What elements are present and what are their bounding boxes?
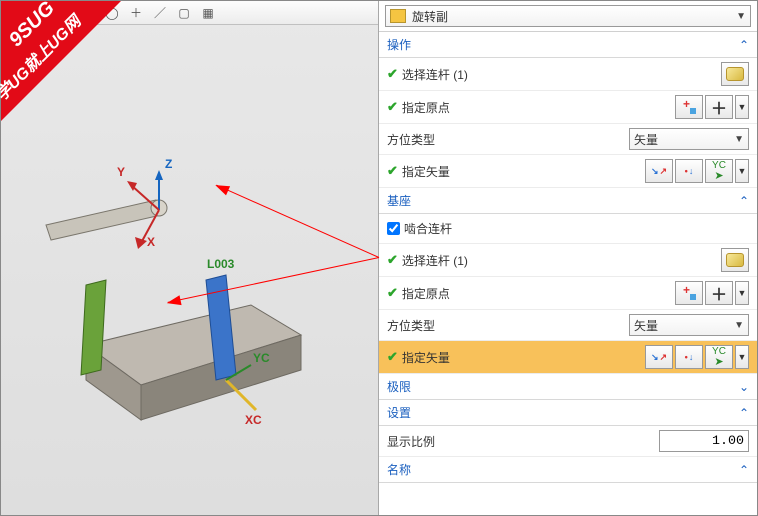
row-orient-type-op: 方位类型 矢量 ▼: [379, 124, 757, 155]
reverse-icon: •↓: [685, 352, 694, 362]
snap-link-label: 啮合连杆: [404, 220, 452, 237]
section-base-title: 基座: [387, 192, 411, 209]
row-display-scale: 显示比例: [379, 426, 757, 457]
expand-icon: ⌄: [739, 380, 749, 394]
chevron-down-icon: ▼: [736, 11, 746, 22]
watermark-banner: [1, 1, 121, 121]
check-ok-icon: ✔: [387, 99, 398, 115]
specify-origin-label: 指定原点: [402, 285, 450, 302]
link-label-l003: L003: [207, 257, 234, 271]
axis-label-z: Z: [165, 157, 172, 171]
check-ok-icon: ✔: [387, 285, 398, 301]
row-specify-vector-base[interactable]: ✔指定矢量 ↘↗ •↓ YC➤ ▼: [379, 341, 757, 374]
chevron-down-icon: ▼: [734, 134, 744, 145]
axis-label-y: Y: [117, 165, 125, 179]
plus-icon: ＋: [711, 281, 727, 305]
check-ok-icon: ✔: [387, 163, 398, 179]
display-scale-input[interactable]: [659, 430, 749, 452]
orient-type-select[interactable]: 矢量 ▼: [629, 128, 749, 150]
collapse-icon: ⌃: [739, 406, 749, 420]
reverse-icon: •↓: [685, 166, 694, 176]
point-picker-button[interactable]: [675, 281, 703, 305]
joint-type-value: 旋转副: [412, 8, 448, 25]
section-name-title: 名称: [387, 461, 411, 478]
reverse-vector-button[interactable]: •↓: [675, 159, 703, 183]
joint-type-select[interactable]: 旋转副 ▼: [385, 5, 751, 27]
joint-type-row: 旋转副 ▼: [379, 1, 757, 32]
display-scale-label: 显示比例: [387, 433, 435, 450]
link-picker-button[interactable]: [721, 62, 749, 86]
check-ok-icon: ✔: [387, 349, 398, 365]
yc-axis-icon: YC➤: [712, 347, 726, 368]
collapse-icon: ⌃: [739, 38, 749, 52]
link-icon: [726, 253, 744, 267]
axis-label-yc: YC: [253, 351, 270, 365]
point-mode-dropdown[interactable]: ▼: [735, 95, 749, 119]
check-ok-icon: ✔: [387, 66, 398, 82]
section-operation-title: 操作: [387, 36, 411, 53]
snap-link-checkbox[interactable]: [387, 222, 400, 235]
point-icon: [681, 99, 697, 115]
axis-label-xc: XC: [245, 413, 262, 427]
section-settings-title: 设置: [387, 404, 411, 421]
tool-plus-icon[interactable]: ＋: [127, 4, 145, 22]
section-limits-title: 极限: [387, 378, 411, 395]
vector-xyz-icon: ↘↗: [651, 166, 667, 177]
row-select-link-op[interactable]: ✔选择连杆 (1): [379, 58, 757, 91]
inferred-point-button[interactable]: ＋: [705, 281, 733, 305]
link-picker-button[interactable]: [721, 248, 749, 272]
inferred-point-button[interactable]: ＋: [705, 95, 733, 119]
row-specify-origin-op[interactable]: ✔指定原点 ＋ ▼: [379, 91, 757, 124]
tool-grid-icon[interactable]: ▦: [199, 4, 217, 22]
specify-vector-label: 指定矢量: [402, 163, 450, 180]
vector-yc-button[interactable]: YC➤: [705, 159, 733, 183]
collapse-icon: ⌃: [739, 194, 749, 208]
row-select-link-base[interactable]: ✔选择连杆 (1): [379, 244, 757, 277]
row-orient-type-base: 方位类型 矢量 ▼: [379, 310, 757, 341]
plus-icon: ＋: [711, 95, 727, 119]
section-operation-header[interactable]: 操作 ⌃: [379, 32, 757, 58]
property-panel: 旋转副 ▼ 操作 ⌃ ✔选择连杆 (1) ✔指定原点 ＋ ▼ 方位类型 矢量 ▼: [379, 1, 757, 515]
vector-yc-button[interactable]: YC➤: [705, 345, 733, 369]
vector-dialog-button[interactable]: ↘↗: [645, 345, 673, 369]
select-link-label: 选择连杆 (1): [402, 252, 468, 269]
axis-label-x: X: [147, 235, 155, 249]
vector-mode-dropdown[interactable]: ▼: [735, 345, 749, 369]
tool-line-icon[interactable]: ／: [151, 4, 169, 22]
chevron-down-icon: ▼: [734, 320, 744, 331]
check-ok-icon: ✔: [387, 252, 398, 268]
orient-type-select[interactable]: 矢量 ▼: [629, 314, 749, 336]
section-name-header[interactable]: 名称 ⌃: [379, 457, 757, 483]
select-link-label: 选择连杆 (1): [402, 66, 468, 83]
orient-type-value: 矢量: [634, 317, 658, 334]
link-icon: [726, 67, 744, 81]
orient-type-label: 方位类型: [387, 131, 435, 148]
vector-dialog-button[interactable]: ↘↗: [645, 159, 673, 183]
vector-mode-dropdown[interactable]: ▼: [735, 159, 749, 183]
viewport-pane: ⟳ ↶ ↷ ⊕ ◯ ＋ ／ ▢ ▦ 9SUG 学UG就上UG网: [1, 1, 379, 515]
point-picker-button[interactable]: [675, 95, 703, 119]
vector-xyz-icon: ↘↗: [651, 352, 667, 363]
specify-origin-label: 指定原点: [402, 99, 450, 116]
row-specify-vector-op[interactable]: ✔指定矢量 ↘↗ •↓ YC➤ ▼: [379, 155, 757, 188]
specify-vector-label: 指定矢量: [402, 349, 450, 366]
section-settings-header[interactable]: 设置 ⌃: [379, 400, 757, 426]
row-snap-link: 啮合连杆: [379, 214, 757, 244]
app-root: ⟳ ↶ ↷ ⊕ ◯ ＋ ／ ▢ ▦ 9SUG 学UG就上UG网: [0, 0, 758, 516]
row-specify-origin-base[interactable]: ✔指定原点 ＋ ▼: [379, 277, 757, 310]
point-icon: [681, 285, 697, 301]
yc-axis-icon: YC➤: [712, 161, 726, 182]
section-limits-header[interactable]: 极限 ⌄: [379, 374, 757, 400]
orient-type-label: 方位类型: [387, 317, 435, 334]
point-mode-dropdown[interactable]: ▼: [735, 281, 749, 305]
orient-type-value: 矢量: [634, 131, 658, 148]
reverse-vector-button[interactable]: •↓: [675, 345, 703, 369]
tool-rect-icon[interactable]: ▢: [175, 4, 193, 22]
section-base-header[interactable]: 基座 ⌃: [379, 188, 757, 214]
revolute-joint-icon: [390, 9, 406, 23]
collapse-icon: ⌃: [739, 463, 749, 477]
